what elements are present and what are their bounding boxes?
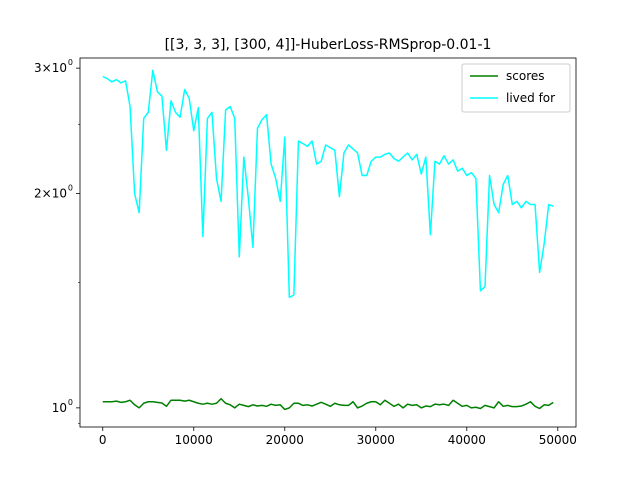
chart-title: [[3, 3, 3], [300, 4]]-HuberLoss-RMSprop-… [165, 37, 492, 53]
legend-label: lived for [506, 91, 555, 105]
y-tick-exponent: 0 [68, 184, 73, 193]
legend: scores lived for [461, 63, 571, 113]
x-tick-label: 0 [99, 433, 107, 447]
x-tick-label: 10000 [175, 433, 213, 447]
legend-label: scores [506, 69, 545, 83]
x-tick-label: 50000 [539, 433, 577, 447]
y-tick-label: 3×10 [34, 61, 67, 75]
plot-area [79, 57, 577, 428]
x-axis: 0 10000 20000 30000 40000 50000 [99, 427, 577, 447]
y-tick-label: 10 [52, 401, 67, 415]
series-line-lived-for [102, 69, 554, 299]
x-tick-label: 40000 [448, 433, 486, 447]
y-tick-exponent: 0 [68, 398, 73, 407]
x-tick-label: 20000 [266, 433, 304, 447]
y-tick-exponent: 0 [68, 58, 73, 67]
series-line-scores [102, 397, 554, 411]
y-axis: 10 02×10 03×10 0 [34, 58, 80, 425]
axes-frame [79, 57, 577, 428]
y-tick-label: 2×10 [34, 187, 67, 201]
x-tick-label: 30000 [357, 433, 395, 447]
